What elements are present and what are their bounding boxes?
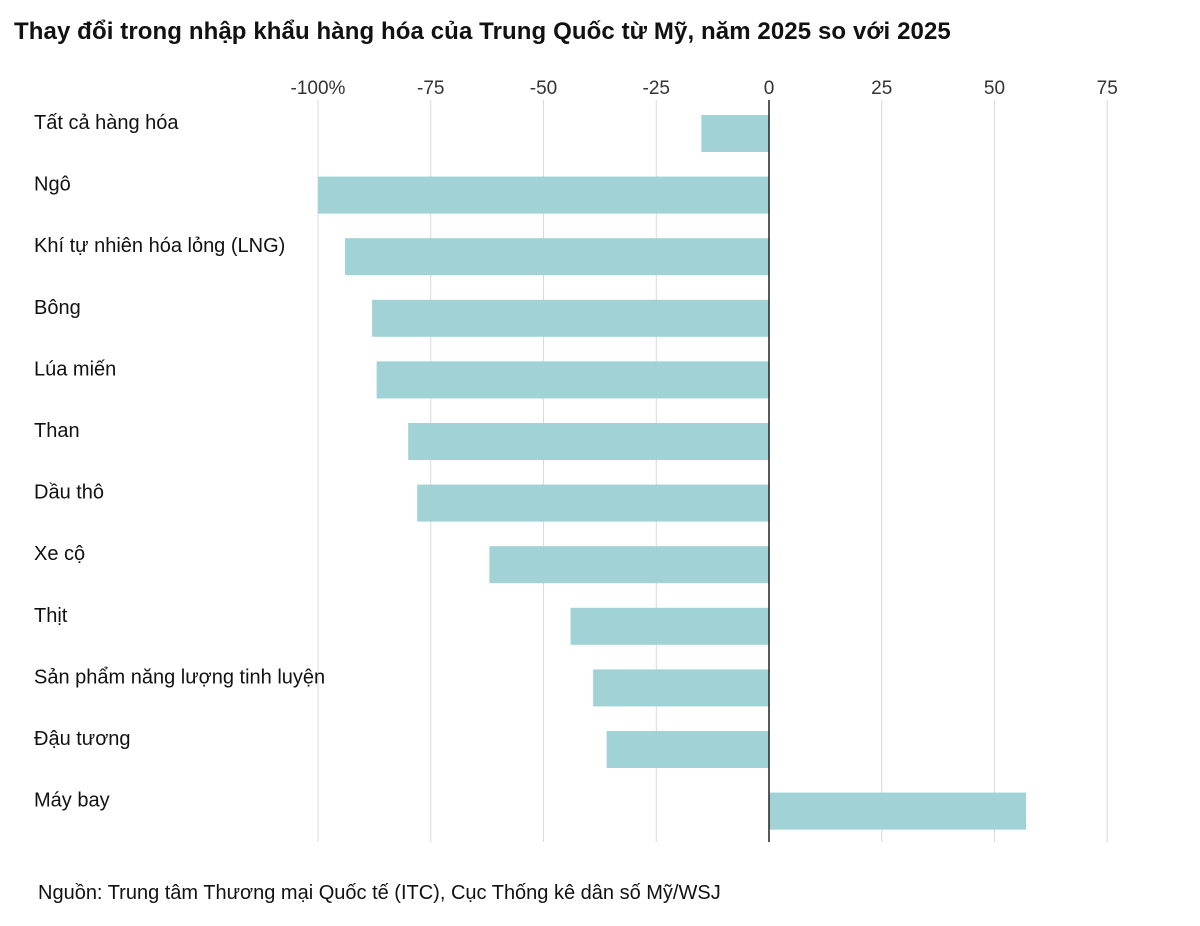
category-label: Bông [34,297,81,319]
source-note: Nguồn: Trung tâm Thương mại Quốc tế (ITC… [38,882,721,904]
bar [593,669,769,707]
x-tick-label: 50 [984,78,1005,99]
category-label: Than [34,420,80,442]
bar [417,484,769,522]
x-tick-label: 0 [764,78,775,99]
chart-title: Thay đổi trong nhập khẩu hàng hóa của Tr… [14,18,951,45]
bar [376,361,769,399]
x-tick-label: 25 [871,78,892,99]
x-tick-label: -75 [417,78,444,99]
bar [372,299,769,337]
x-tick-label: -50 [530,78,557,99]
x-axis-ticks: -100% -75 -50 -25 0 25 50 75 [291,78,1118,99]
bar [606,731,769,768]
bar [318,176,769,214]
bar [489,546,769,584]
category-label: Đậu tương [34,728,131,750]
category-label: Sản phẩm năng lượng tinh luyện [34,666,325,688]
bar [408,423,769,460]
category-label: Xe cộ [34,543,85,565]
bar [345,238,769,276]
category-label: Tất cả hàng hóa [34,112,179,134]
category-label: Khí tự nhiên hóa lỏng (LNG) [34,235,285,257]
category-label: Thịt [34,605,68,627]
x-tick-label: -25 [643,78,670,99]
category-label: Máy bay [34,790,110,812]
category-label: Lúa miến [34,358,116,380]
bars [318,115,1027,830]
category-label: Dầu thô [34,482,104,504]
bar-chart: -100% -75 -50 -25 0 25 50 75 Tất cả hàng hóa Ngô… [34,78,1118,842]
bar [701,115,769,152]
x-tick-label: 75 [1097,78,1118,99]
category-label: Ngô [34,174,71,196]
grid-lines [317,100,1108,842]
category-labels: Tất cả hàng hóa Ngô Khí tự nhiên hóa lỏng … [34,112,325,812]
x-tick-label: -100% [291,78,346,99]
bar [769,792,1027,830]
bar [570,607,769,645]
